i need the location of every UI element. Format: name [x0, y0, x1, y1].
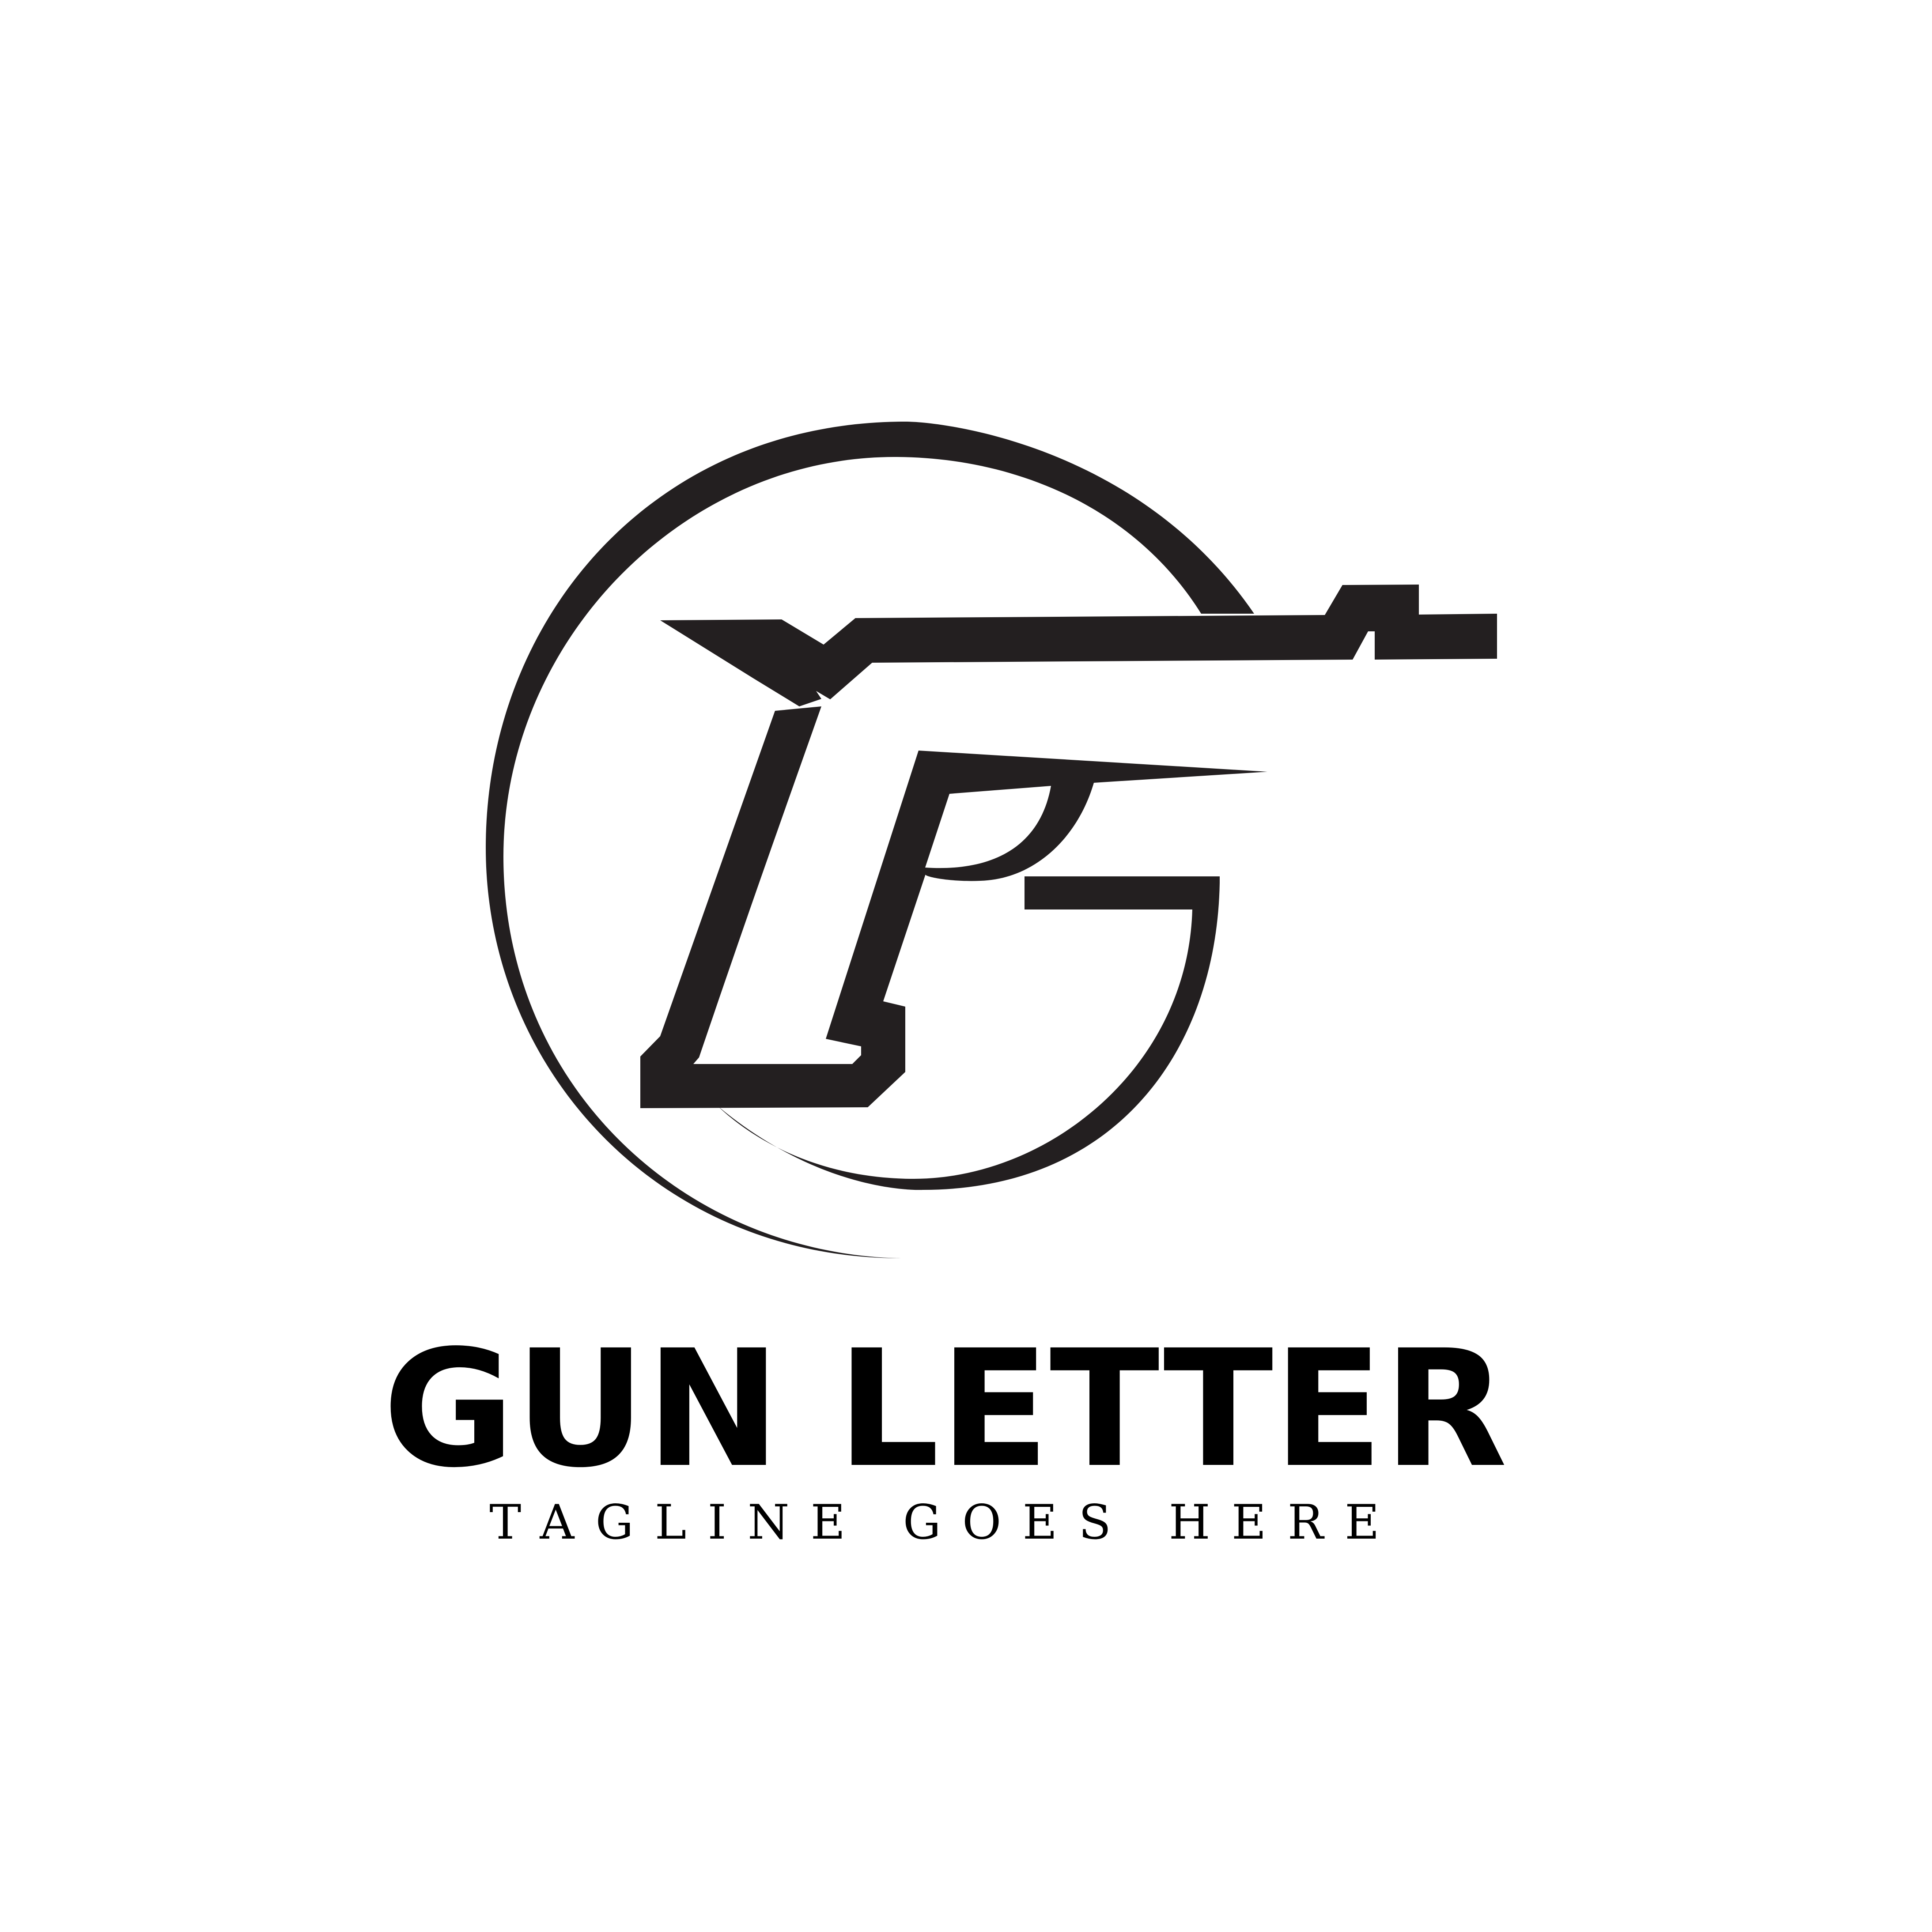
- brand-name: GUN LETTER: [382, 1316, 1508, 1503]
- gun-grip: [640, 706, 1267, 1108]
- outer-ring: [486, 422, 1254, 1258]
- inner-g-arc: [698, 876, 1220, 1190]
- brand-tagline: TAGLINE GOES HERE: [489, 1495, 1401, 1550]
- gun-barrel: [660, 585, 1497, 706]
